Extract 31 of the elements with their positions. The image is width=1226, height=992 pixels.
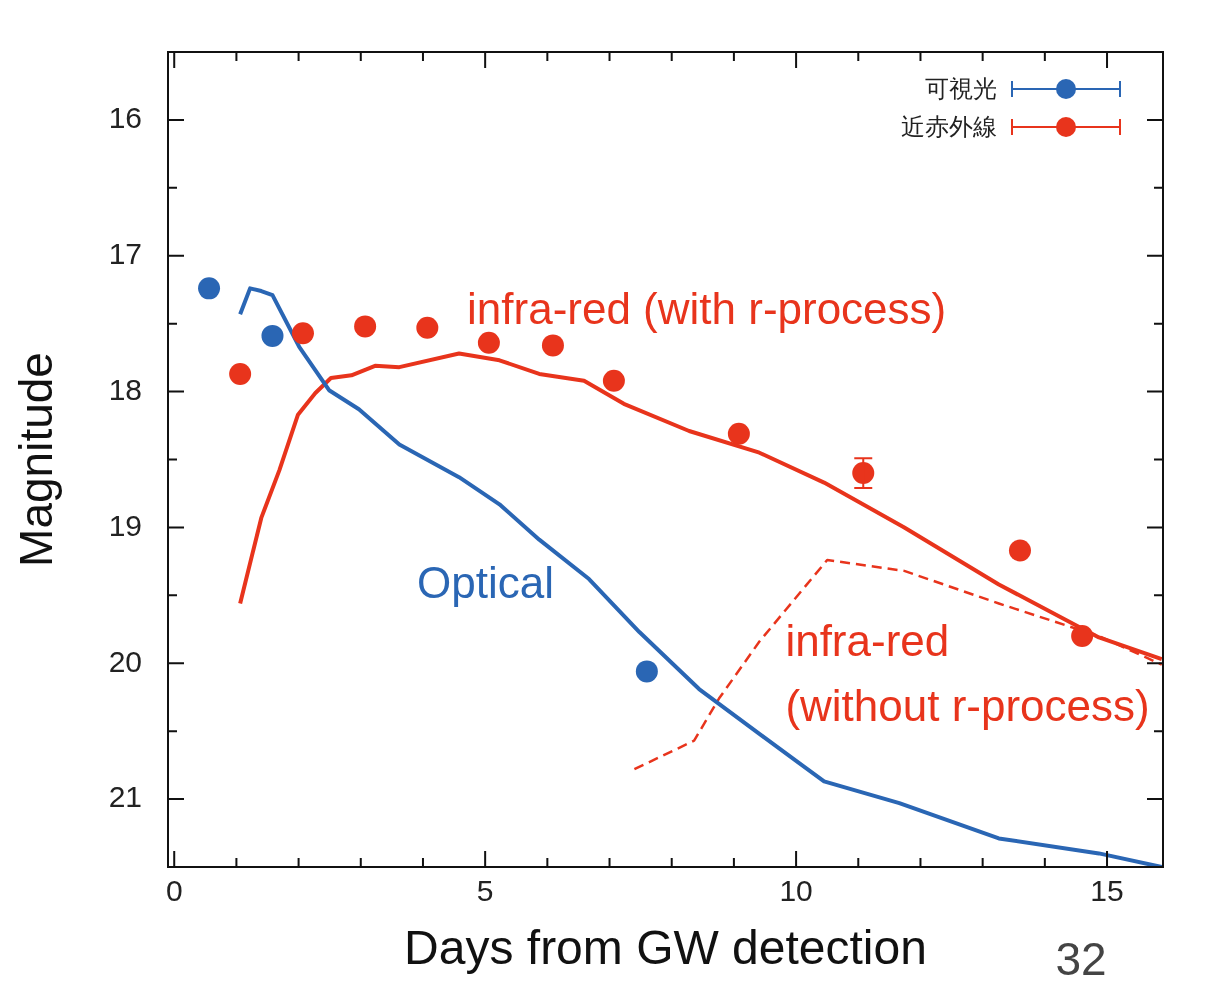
y-axis-title: Magnitude bbox=[10, 352, 63, 567]
point bbox=[1071, 625, 1094, 648]
text: 32 bbox=[1055, 932, 1107, 985]
y-tick-label: 20 bbox=[108, 644, 142, 678]
x-axis-title: Days from GW detection bbox=[404, 921, 927, 975]
point bbox=[261, 324, 284, 347]
y-tick-label: 19 bbox=[108, 508, 142, 542]
point bbox=[354, 315, 377, 338]
point bbox=[477, 331, 500, 354]
y-tick-label: 21 bbox=[108, 780, 142, 814]
point bbox=[541, 334, 564, 357]
y-tick-label: 16 bbox=[108, 101, 142, 135]
series-label: Optical bbox=[417, 558, 555, 608]
point bbox=[198, 277, 221, 300]
point bbox=[635, 660, 658, 683]
point bbox=[291, 322, 314, 345]
y-tick-label: 17 bbox=[108, 237, 142, 271]
legend-label: 可視光 bbox=[925, 74, 997, 104]
point bbox=[727, 422, 750, 445]
point bbox=[1008, 539, 1031, 562]
y-tick-label: 18 bbox=[108, 372, 142, 406]
x-tick-label: 15 bbox=[1090, 874, 1124, 908]
legend-label: 近赤外線 bbox=[901, 112, 997, 142]
point bbox=[229, 362, 252, 385]
point bbox=[602, 369, 625, 392]
point bbox=[416, 316, 439, 339]
x-tick-label: 10 bbox=[779, 874, 813, 908]
x-tick-label: 0 bbox=[165, 874, 183, 908]
x-tick-label: 5 bbox=[476, 874, 494, 908]
series-label: infra-red (without r-process) bbox=[785, 615, 1150, 730]
series-label: infra-red (with r-process) bbox=[467, 283, 947, 333]
